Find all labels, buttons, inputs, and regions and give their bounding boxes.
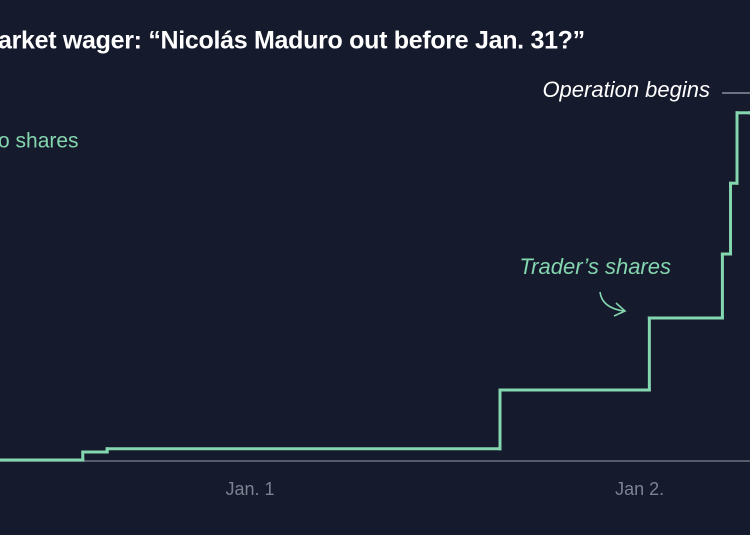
annotation-arrow xyxy=(599,291,627,317)
annotation: Operation begins xyxy=(542,77,710,102)
x-tick-label: Jan 2. xyxy=(615,479,664,499)
y-axis-label: o shares xyxy=(0,130,79,153)
chart-title: arket wager: “Nicolás Maduro out before … xyxy=(0,27,585,55)
annotation: Trader’s shares xyxy=(519,254,671,279)
x-tick-label: Jan. 1 xyxy=(225,479,274,499)
